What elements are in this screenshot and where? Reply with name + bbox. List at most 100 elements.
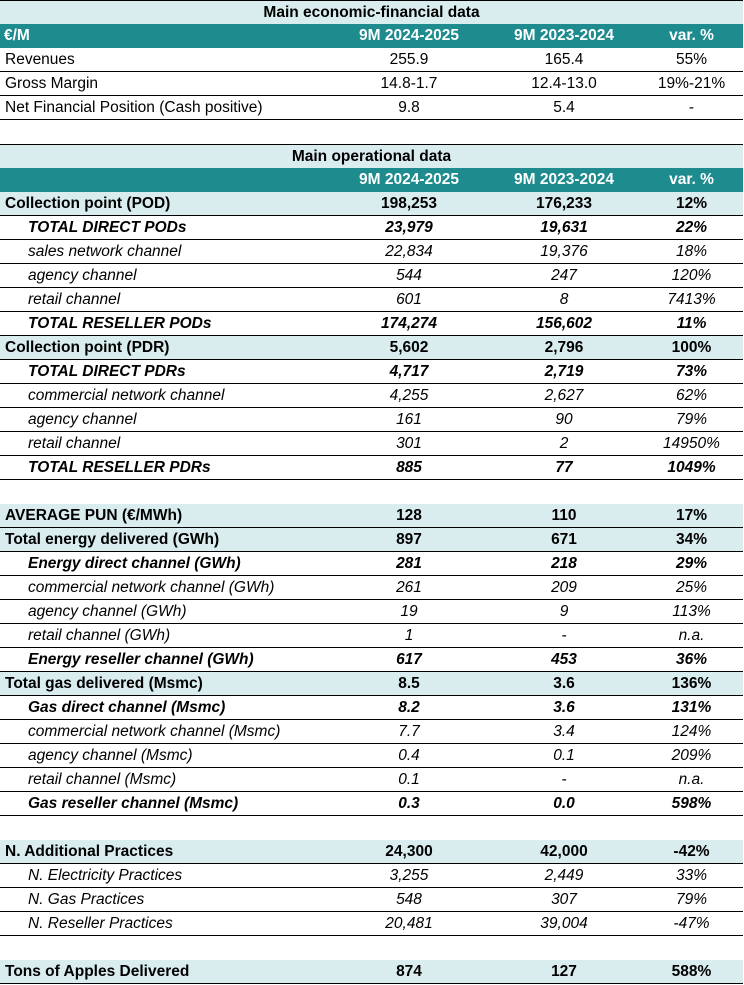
value-current: 281 <box>396 555 422 572</box>
total-row: TOTAL RESELLER PDRs 885 77 1049% <box>0 456 743 480</box>
value-previous: 2,719 <box>544 363 584 380</box>
row-label: Revenues <box>5 51 75 68</box>
total-row: TOTAL DIRECT PODs 23,979 19,631 22% <box>0 216 743 240</box>
value-current: 128 <box>396 507 422 524</box>
row-label: Total energy delivered (GWh) <box>5 531 220 548</box>
row-label: TOTAL RESELLER PDRs <box>28 459 211 476</box>
table-row: N. Gas Practices 548 307 79% <box>0 888 743 912</box>
value-previous: 2,796 <box>544 339 584 356</box>
value-previous: 19,631 <box>540 219 588 236</box>
row-label: commercial network channel (GWh) <box>28 579 275 596</box>
value-previous: 110 <box>551 507 577 524</box>
value-current: 874 <box>396 963 422 980</box>
value-current: 23,979 <box>385 219 433 236</box>
section-row-energy: Total energy delivered (GWh) 897 671 34% <box>0 528 743 552</box>
value-current: 7.7 <box>398 723 420 740</box>
value-current: 1 <box>404 627 414 644</box>
value-previous: 671 <box>551 531 577 548</box>
header-unit <box>0 168 330 192</box>
table-row: Net Financial Position (Cash positive) 9… <box>0 96 743 120</box>
operational-title: Main operational data <box>291 148 452 165</box>
economic-header-row: €/M 9M 2024-2025 9M 2023-2024 var. % <box>0 24 743 48</box>
table-row: commercial network channel (GWh) 261 209… <box>0 576 743 600</box>
table-row: sales network channel 22,834 19,376 18% <box>0 240 743 264</box>
total-row: Gas direct channel (Msmc) 8.2 3.6 131% <box>0 696 743 720</box>
row-label: retail channel (Msmc) <box>28 771 177 788</box>
row-label: TOTAL DIRECT PDRs <box>28 363 186 380</box>
value-previous: 218 <box>551 555 577 572</box>
value-previous: 0.1 <box>553 747 575 764</box>
value-variation: 7413% <box>667 291 716 308</box>
section-row-practices: N. Additional Practices 24,300 42,000 -4… <box>0 840 743 864</box>
table-row: Gross Margin 14.8-1.7 12.4-13.0 19%-21% <box>0 72 743 96</box>
row-label: N. Electricity Practices <box>28 867 183 884</box>
table-row: retail channel (Msmc) 0.1 - n.a. <box>0 768 743 792</box>
value-variation: 25% <box>675 579 708 596</box>
spacer <box>0 120 744 144</box>
table-row: agency channel 161 90 79% <box>0 408 743 432</box>
value-variation: 18% <box>675 243 708 260</box>
total-row: TOTAL RESELLER PODs 174,274 156,602 11% <box>0 312 743 336</box>
economic-title-row: Main economic-financial data <box>0 0 743 24</box>
value-previous: 5.4 <box>553 99 575 116</box>
row-label: Energy reseller channel (GWh) <box>28 651 254 668</box>
table-row: agency channel (GWh) 19 9 113% <box>0 600 743 624</box>
value-variation: 588% <box>671 963 712 980</box>
total-row: TOTAL DIRECT PDRs 4,717 2,719 73% <box>0 360 743 384</box>
section-row-apples: Tons of Apples Delivered 874 127 588% <box>0 960 743 984</box>
row-label: TOTAL RESELLER PODs <box>28 315 212 332</box>
value-variation: 136% <box>671 675 712 692</box>
section-row-pdr: Collection point (PDR) 5,602 2,796 100% <box>0 336 743 360</box>
value-previous: 12.4-13.0 <box>531 75 597 92</box>
row-label: agency channel <box>28 411 137 428</box>
value-current: 617 <box>396 651 422 668</box>
header-period-current: 9M 2024-2025 <box>359 171 459 188</box>
value-current: 301 <box>396 435 422 452</box>
table-row: commercial network channel (Msmc) 7.7 3.… <box>0 720 743 744</box>
value-variation: n.a. <box>678 627 705 644</box>
value-previous: 127 <box>551 963 577 980</box>
value-previous: 165.4 <box>544 51 584 68</box>
value-variation: 100% <box>671 339 712 356</box>
section-row-pod: Collection point (POD) 198,253 176,233 1… <box>0 192 743 216</box>
value-variation: 1049% <box>667 459 716 476</box>
value-variation: 34% <box>675 531 708 548</box>
row-label: Net Financial Position (Cash positive) <box>5 99 263 116</box>
header-variation: var. % <box>669 27 714 44</box>
value-current: 22,834 <box>385 243 433 260</box>
value-current: 885 <box>396 459 422 476</box>
value-variation: 79% <box>675 411 708 428</box>
value-previous: 176,233 <box>535 195 593 212</box>
value-previous: 156,602 <box>535 315 593 332</box>
value-previous: 247 <box>551 267 577 284</box>
value-current: 4,255 <box>389 387 429 404</box>
value-current: 0.3 <box>398 795 420 812</box>
row-label: Gas direct channel (Msmc) <box>28 699 226 716</box>
table-row: commercial network channel 4,255 2,627 6… <box>0 384 743 408</box>
value-variation: 29% <box>675 555 708 572</box>
value-current: 9.8 <box>398 99 420 116</box>
value-variation: 17% <box>675 507 708 524</box>
value-previous: 3.4 <box>553 723 575 740</box>
value-current: 255.9 <box>389 51 429 68</box>
value-previous: 9 <box>559 603 569 620</box>
value-previous: 2,627 <box>544 387 584 404</box>
value-current: 198,253 <box>380 195 438 212</box>
value-variation: n.a. <box>678 771 705 788</box>
value-variation: - <box>688 99 695 116</box>
row-label: retail channel <box>28 291 121 308</box>
value-variation: 19%-21% <box>657 75 726 92</box>
row-label: TOTAL DIRECT PODs <box>28 219 187 236</box>
row-label: N. Additional Practices <box>5 843 174 860</box>
value-variation: 124% <box>671 723 712 740</box>
row-label: N. Reseller Practices <box>28 915 173 932</box>
row-label: Gross Margin <box>5 75 99 92</box>
operational-title-row: Main operational data <box>0 144 743 168</box>
value-variation: 113% <box>672 603 711 620</box>
value-variation: -47% <box>673 915 710 932</box>
row-label: Total gas delivered (Msmc) <box>5 675 203 692</box>
value-previous: - <box>561 627 567 644</box>
row-label: Collection point (POD) <box>5 195 171 212</box>
row-label: Gas reseller channel (Msmc) <box>28 795 239 812</box>
table-row: N. Electricity Practices 3,255 2,449 33% <box>0 864 743 888</box>
